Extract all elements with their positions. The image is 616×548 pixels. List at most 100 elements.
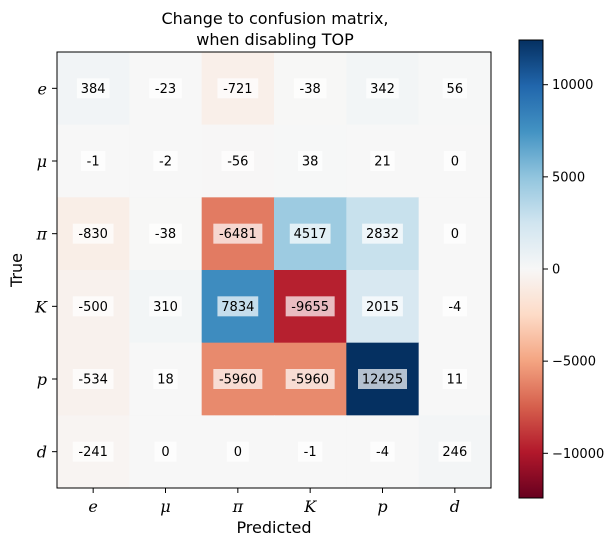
cell-label-box — [443, 151, 466, 171]
cell-label-box — [358, 369, 407, 389]
cell-label-box — [72, 369, 114, 389]
x-tick-label: p — [377, 497, 387, 516]
y-tick-label: K — [34, 297, 48, 316]
cell-value-label: -56 — [227, 155, 248, 170]
colorbar-tick-label: 10000 — [552, 78, 593, 93]
y-tick-label: p — [37, 370, 47, 389]
cell-value-label: -500 — [78, 300, 108, 315]
cell-label-box — [217, 78, 259, 99]
cell-label-box — [226, 441, 249, 462]
x-tick-label: e — [88, 497, 97, 516]
cell-value-label: -4 — [448, 300, 461, 315]
colorbar-ticks: 10000 5000 0 −5000 −10000 — [543, 78, 604, 462]
y-axis-ticks: e μ π Kp d — [34, 79, 57, 462]
cell-value-label: 56 — [447, 82, 464, 97]
cell-label-box — [149, 296, 182, 317]
cell-value-label: -241 — [78, 445, 108, 460]
cell-label-box — [154, 441, 177, 462]
x-tick-label: K — [303, 497, 317, 516]
cell-value-label: 246 — [442, 445, 467, 460]
cell-label-box — [285, 369, 335, 389]
chart-title-line-1: Change to confusion matrix, — [161, 9, 388, 28]
cell-label-box — [362, 296, 403, 317]
y-axis-label: True — [7, 253, 26, 288]
cell-value-label: -5960 — [291, 373, 329, 388]
cell-value-label: 12425 — [362, 373, 403, 388]
cell-value-label: 11 — [447, 373, 464, 388]
cell-value-label: -534 — [78, 373, 108, 388]
cell-value-label: -2 — [159, 155, 172, 170]
cell-label-box — [297, 151, 323, 171]
cell-label-box — [442, 296, 468, 317]
cell-value-label: 38 — [302, 155, 319, 170]
cell-label-box — [442, 369, 468, 389]
y-tick-label: d — [37, 443, 47, 462]
cell-value-label: 7834 — [221, 300, 254, 315]
cell-label-box — [297, 441, 323, 462]
cell-value-label: 310 — [153, 300, 178, 315]
cell-value-label: -1 — [87, 155, 100, 170]
y-tick-label: μ — [37, 152, 47, 171]
colorbar-tick-label: −5000 — [552, 355, 596, 370]
y-tick-label: e — [38, 79, 47, 98]
cell-label-box — [442, 78, 468, 99]
cell-value-label: 0 — [161, 445, 169, 460]
cell-label-box — [370, 151, 395, 171]
cell-label-box — [149, 78, 182, 99]
cell-label-box — [213, 223, 263, 244]
cell-value-label: -4 — [376, 445, 389, 460]
cell-value-label: 4517 — [294, 227, 327, 242]
cell-label-box — [217, 296, 259, 317]
x-axis-label: Predicted — [236, 518, 311, 537]
x-tick-label: d — [450, 497, 460, 516]
cell-value-label: 384 — [81, 82, 106, 97]
cell-label-box — [293, 78, 327, 99]
colorbar-tick-label: 0 — [552, 263, 560, 278]
cell-value-label: -830 — [78, 227, 108, 242]
cell-value-label: 21 — [374, 155, 391, 170]
cell-value-label: 2015 — [366, 300, 399, 315]
colorbar-tick-label: 5000 — [552, 170, 585, 185]
cell-label-box — [153, 369, 178, 389]
cell-value-label: 18 — [157, 373, 174, 388]
cell-label-box — [76, 78, 110, 99]
cell-value-label: -5960 — [219, 373, 257, 388]
colorbar — [519, 40, 543, 498]
cell-label-box — [289, 223, 331, 244]
cell-label-box — [285, 296, 335, 317]
cell-value-label: -721 — [223, 82, 253, 97]
cell-value-label: -38 — [155, 227, 176, 242]
cell-label-box — [438, 441, 472, 462]
cell-value-label: 342 — [370, 82, 395, 97]
cell-label-box — [370, 441, 395, 462]
cell-label-box — [443, 223, 466, 244]
cell-value-label: -38 — [300, 82, 321, 97]
cell-label-box — [213, 369, 263, 389]
cell-label-box — [80, 151, 106, 171]
x-tick-label: μ — [160, 497, 170, 516]
cell-label-box — [72, 296, 114, 317]
cell-value-label: 0 — [451, 155, 459, 170]
cell-label-box — [153, 151, 178, 171]
heatmap-cells: 384 -23 -721 -38 342 56 -1 -2 -56 38 21 0 -830 -38 -64… — [57, 52, 492, 489]
cell-value-label: -23 — [155, 82, 176, 97]
cell-value-label: -6481 — [219, 227, 257, 242]
chart-title-line-2: when disabling TOP — [196, 30, 354, 49]
cell-value-label: 0 — [451, 227, 459, 242]
cell-label-box — [72, 223, 114, 244]
plot-frame — [56, 51, 492, 489]
cell-value-label: 2832 — [366, 227, 399, 242]
cell-value-label: -1 — [304, 445, 317, 460]
x-tick-label: π — [232, 497, 244, 516]
cell-label-box — [149, 223, 182, 244]
cell-label-box — [72, 441, 114, 462]
colorbar-tick-label: −10000 — [552, 447, 604, 462]
cell-label-box — [366, 78, 399, 99]
cell-label-box — [362, 223, 403, 244]
cell-value-label: -9655 — [291, 300, 329, 315]
cell-label-box — [221, 151, 255, 171]
cell-value-label: 0 — [234, 445, 242, 460]
y-tick-label: π — [35, 225, 47, 244]
